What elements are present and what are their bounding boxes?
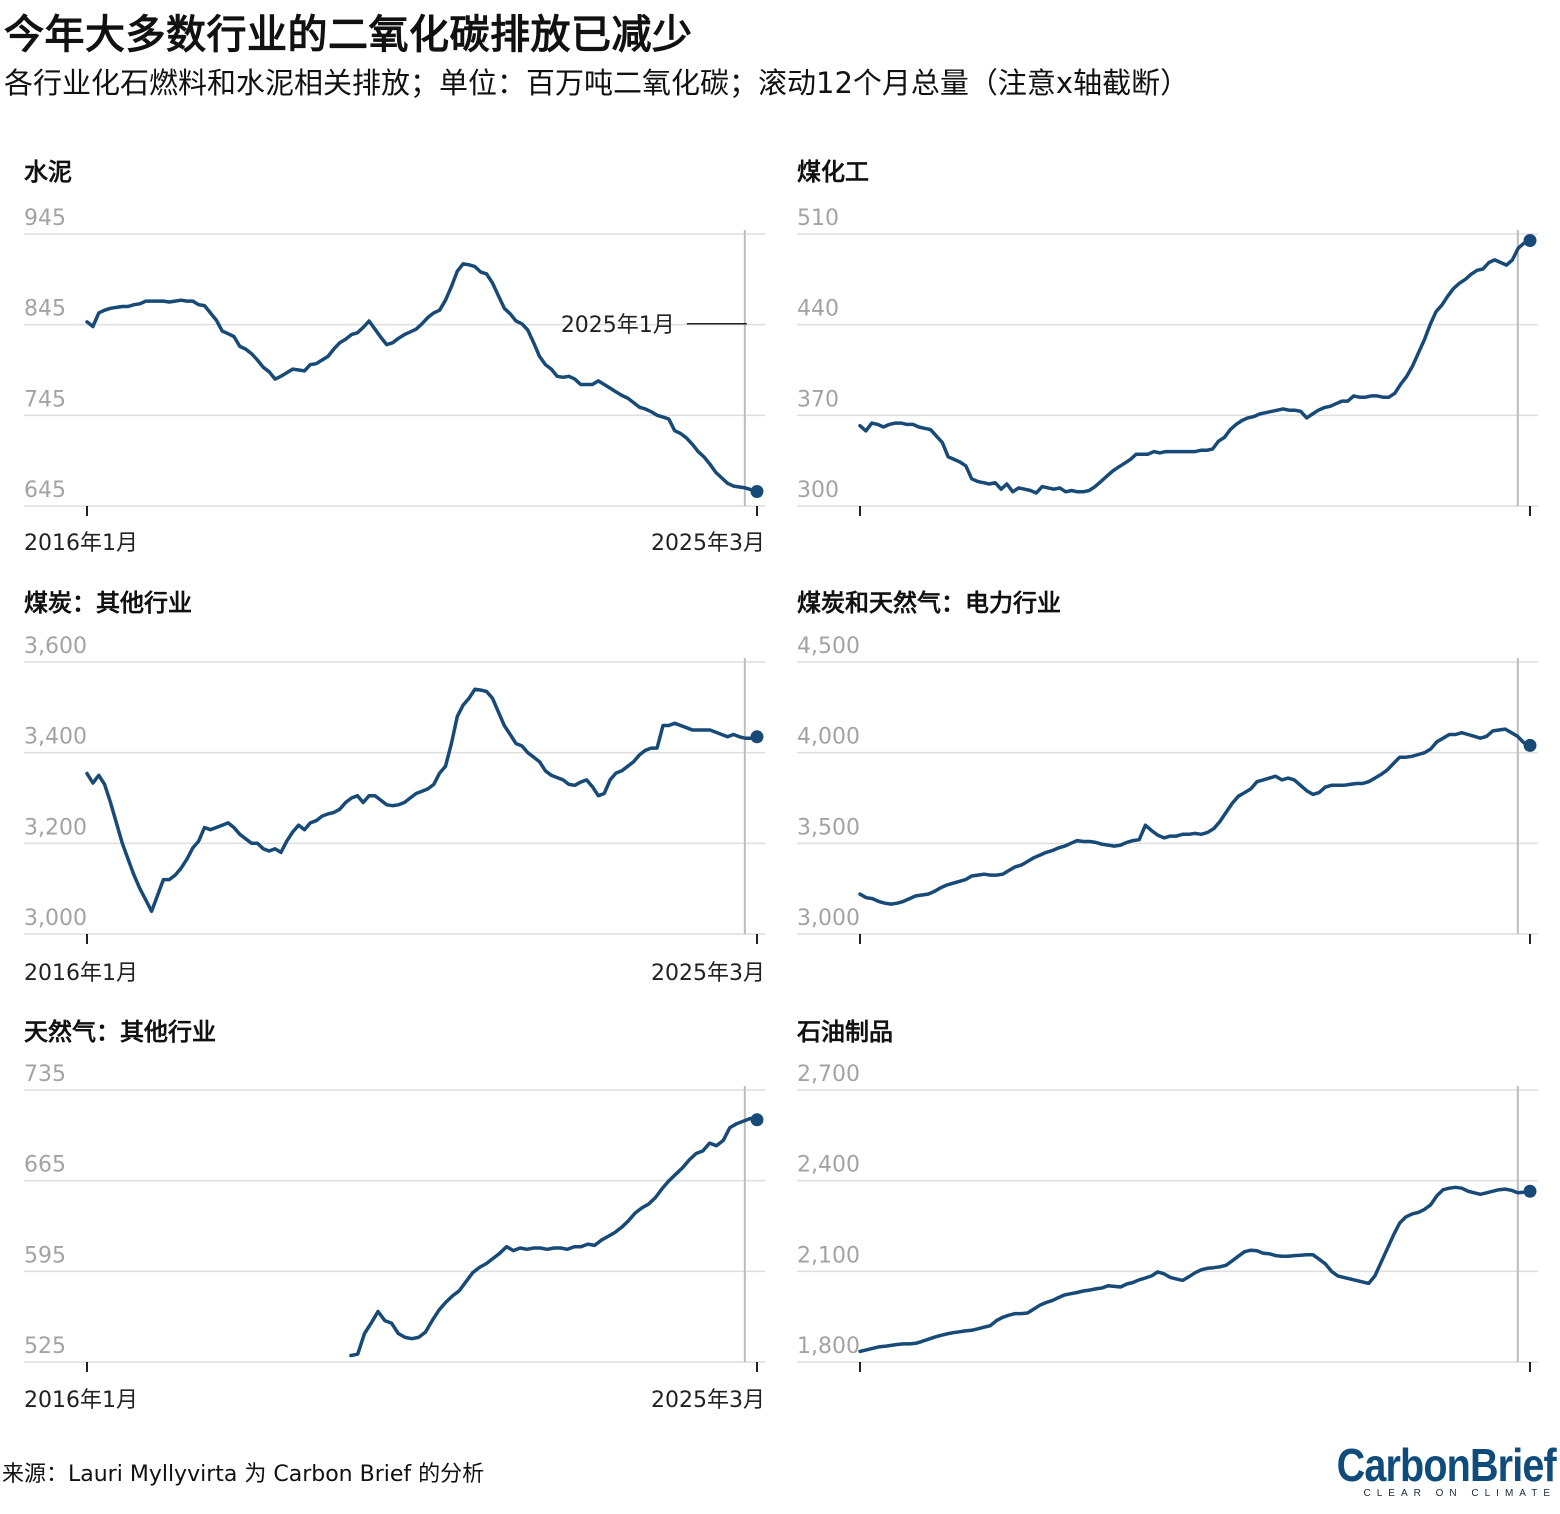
series-line bbox=[858, 238, 1532, 495]
y-tick-label: 4,000 bbox=[797, 725, 860, 750]
chart-title: 水泥 bbox=[24, 158, 72, 186]
series-line bbox=[858, 1185, 1532, 1354]
end-point bbox=[1523, 738, 1537, 752]
x-tick-label-end: 2025年3月 bbox=[651, 531, 765, 556]
y-tick-label: 845 bbox=[24, 297, 66, 322]
x-tick-label-start: 2016年1月 bbox=[24, 961, 138, 986]
y-tick-label: 3,600 bbox=[24, 634, 87, 659]
y-tick-label: 370 bbox=[797, 387, 839, 412]
y-tick-label: 4,500 bbox=[797, 634, 860, 659]
source-note: 来源：Lauri Myllyvirta 为 Carbon Brief 的分析 bbox=[2, 1462, 485, 1487]
end-point bbox=[750, 484, 764, 498]
x-tick-label-end: 2025年3月 bbox=[651, 1388, 765, 1413]
chart-panel-6: 石油制品 2,700 2,400 2,100 1,800 bbox=[796, 1018, 1538, 1372]
logo-wordmark: CarbonBrief bbox=[1336, 1439, 1557, 1491]
y-tick-label: 3,500 bbox=[797, 815, 860, 840]
y-tick-label: 1,800 bbox=[797, 1334, 860, 1359]
series-line bbox=[858, 727, 1532, 906]
end-point bbox=[1523, 1184, 1537, 1198]
chart-title: 煤炭和天然气：电力行业 bbox=[797, 589, 1061, 617]
chart-panel-5: 天然气：其他行业 735 665 595 525 2016年1月 2025年3月 bbox=[24, 1018, 765, 1413]
series-line bbox=[349, 1116, 759, 1358]
end-point bbox=[750, 1113, 764, 1127]
y-tick-label: 510 bbox=[797, 206, 839, 231]
chart-panel-3: 煤炭：其他行业 3,600 3,400 3,200 3,000 2016年1月 2025年3… bbox=[24, 589, 765, 986]
series-line bbox=[85, 687, 759, 914]
y-tick-label: 2,700 bbox=[797, 1062, 860, 1087]
y-tick-label: 3,400 bbox=[24, 725, 87, 750]
x-tick-label-start: 2016年1月 bbox=[24, 1388, 138, 1413]
y-tick-label: 945 bbox=[24, 206, 66, 231]
y-tick-label: 300 bbox=[797, 478, 839, 503]
y-tick-label: 645 bbox=[24, 478, 66, 503]
y-tick-label: 3,000 bbox=[24, 906, 87, 931]
end-point bbox=[750, 730, 764, 744]
y-tick-label: 595 bbox=[24, 1243, 66, 1268]
y-tick-label: 2,400 bbox=[797, 1153, 860, 1178]
y-tick-label: 525 bbox=[24, 1334, 66, 1359]
y-tick-label: 3,000 bbox=[797, 906, 860, 931]
y-tick-label: 440 bbox=[797, 297, 839, 322]
end-point bbox=[1523, 233, 1537, 247]
chart-panel-4: 煤炭和天然气：电力行业 4,500 4,000 3,500 3,000 bbox=[797, 589, 1538, 944]
logo-tagline: CLEAR ON CLIMATE bbox=[1363, 1488, 1556, 1499]
chart-title: 煤化工 bbox=[797, 158, 869, 186]
chart-panel-1: 水泥 945 845 745 645 2016年1月 2025年3月 2025年1月 bbox=[24, 158, 765, 556]
y-tick-label: 745 bbox=[24, 387, 66, 412]
series-line bbox=[85, 262, 759, 494]
y-tick-label: 665 bbox=[24, 1153, 66, 1178]
y-tick-label: 735 bbox=[24, 1062, 66, 1087]
carbonbrief-logo: CarbonBrief CLEAR ON CLIMATE bbox=[1301, 1439, 1557, 1499]
chart-title: 天然气：其他行业 bbox=[24, 1018, 216, 1046]
x-tick-label-end: 2025年3月 bbox=[651, 961, 765, 986]
chart-title: 煤炭：其他行业 bbox=[24, 589, 192, 617]
y-tick-label: 2,100 bbox=[797, 1243, 860, 1268]
page-subtitle: 各行业化石燃料和水泥相关排放；单位：百万吨二氧化碳；滚动12个月总量（注意x轴截… bbox=[4, 66, 1190, 100]
annotation-label: 2025年1月 bbox=[561, 313, 675, 338]
y-tick-label: 3,200 bbox=[24, 815, 87, 840]
chart-panel-2: 煤化工 510 440 370 300 bbox=[797, 158, 1538, 516]
chart-title: 石油制品 bbox=[796, 1018, 893, 1046]
x-tick-label-start: 2016年1月 bbox=[24, 531, 138, 556]
page-title: 今年大多数行业的二氧化碳排放已减少 bbox=[4, 12, 693, 58]
